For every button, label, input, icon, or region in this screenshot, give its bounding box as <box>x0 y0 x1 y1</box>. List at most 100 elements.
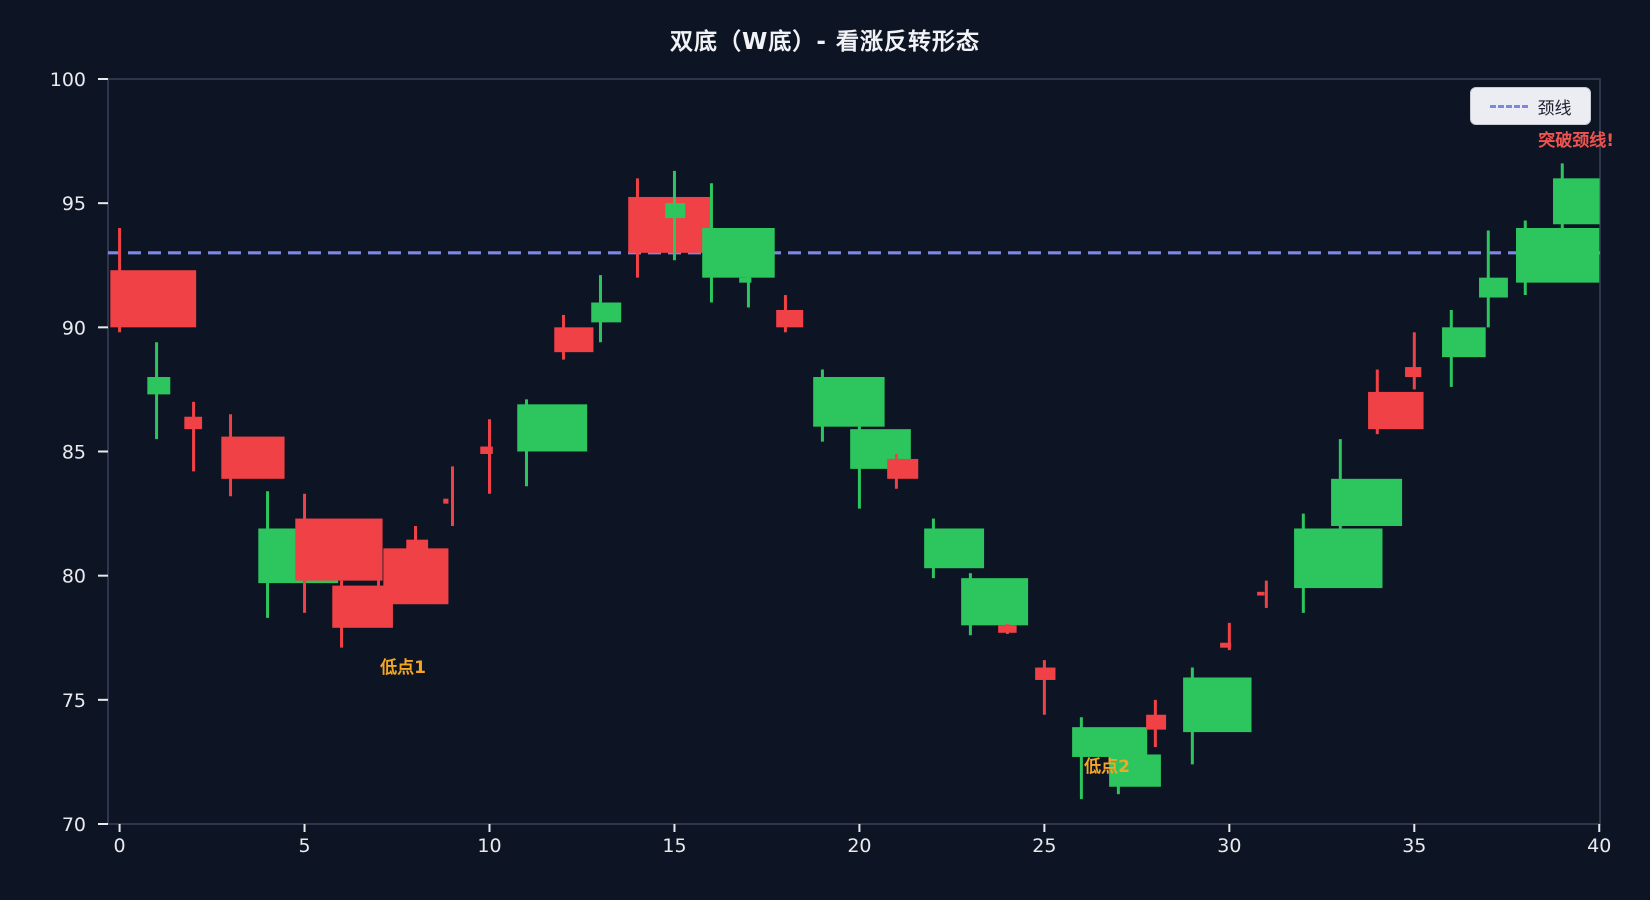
bearish-candle <box>295 493 383 613</box>
x-tick-label: 40 <box>1587 835 1611 857</box>
x-axis: 0 5 10 15 20 25 30 35 40 <box>114 824 1611 857</box>
x-tick-label: 5 <box>298 835 310 857</box>
candle-body <box>295 518 383 581</box>
x-tick-label: 25 <box>1032 835 1056 857</box>
bullish-candle <box>665 170 686 261</box>
bearish-candle <box>1257 580 1268 608</box>
bearish-candle <box>554 314 594 360</box>
bearish-candle <box>443 466 455 526</box>
candle-body <box>1368 391 1424 430</box>
candle-body <box>887 458 919 479</box>
bullish-candle <box>739 262 752 308</box>
bullish-candle <box>702 183 775 303</box>
candle-body <box>110 270 197 328</box>
candle-body <box>1516 228 1600 283</box>
y-tick-label: 75 <box>62 690 86 712</box>
bullish-candle <box>147 342 171 440</box>
x-tick-label: 20 <box>847 835 871 857</box>
bearish-candle <box>332 580 393 648</box>
bearish-candle <box>406 526 429 603</box>
bullish-candle <box>1442 309 1486 387</box>
bullish-candle <box>1553 163 1600 228</box>
y-tick-label: 90 <box>62 317 86 339</box>
candle-body <box>184 416 203 430</box>
y-axis: 70 75 80 85 90 95 100 <box>50 69 108 836</box>
bearish-candle <box>221 414 285 497</box>
neckline-legend: 颈线 <box>1470 87 1591 125</box>
candle-body <box>517 404 588 452</box>
bullish-candle <box>1109 749 1161 795</box>
bearish-candle <box>887 453 919 489</box>
candle-body <box>1072 727 1148 757</box>
candle-body <box>1331 478 1403 526</box>
x-tick-label: 10 <box>477 835 501 857</box>
chart-title: 双底（W底）- 看涨反转形态 <box>670 29 980 55</box>
bullish-candle <box>813 369 885 442</box>
bullish-candle <box>924 518 985 579</box>
candle-body <box>554 327 594 353</box>
bearish-candle <box>1035 660 1056 715</box>
candle-body <box>406 539 429 603</box>
candle-body <box>776 309 804 328</box>
candle-body <box>1109 754 1161 787</box>
candle-body <box>813 377 885 427</box>
bullish-candle <box>1072 717 1148 800</box>
candle-body <box>702 228 775 278</box>
bullish-candle <box>1294 513 1383 613</box>
bearish-candle <box>1368 369 1424 435</box>
candle-body <box>1405 367 1422 377</box>
candle-body <box>443 498 449 504</box>
bullish-candle <box>1516 220 1600 296</box>
y-tick-label: 100 <box>50 69 86 91</box>
candle-body <box>998 625 1017 633</box>
candle-body <box>591 302 622 323</box>
candle-body <box>1479 277 1508 298</box>
bearish-candle <box>776 295 804 333</box>
annotation-neckline-breakout: 突破颈线! <box>1538 131 1614 151</box>
candle-body <box>1442 327 1486 358</box>
y-tick-label: 80 <box>62 566 86 588</box>
bearish-candle <box>184 401 203 472</box>
candle-body <box>147 377 171 395</box>
x-tick-label: 15 <box>662 835 686 857</box>
candle-body <box>665 203 686 219</box>
bullish-candle <box>961 573 1029 636</box>
candle-body <box>480 446 493 454</box>
bearish-candle <box>1405 332 1422 390</box>
candles-layer <box>110 163 1600 800</box>
bearish-candle <box>1146 699 1167 748</box>
candle-body <box>1294 528 1383 589</box>
y-tick-label: 85 <box>62 442 86 464</box>
x-tick-label: 35 <box>1402 835 1426 857</box>
candle-body <box>332 585 393 628</box>
candle-body <box>961 578 1029 626</box>
bullish-candle <box>1479 230 1508 328</box>
neckline-dash-swatch <box>1489 104 1528 108</box>
candle-body <box>924 528 985 569</box>
bearish-candle <box>110 228 197 333</box>
annotation-low-point-2: 低点2 <box>1084 757 1130 777</box>
y-tick-label: 95 <box>62 193 86 215</box>
neckline-legend-label: 颈线 <box>1537 98 1572 119</box>
candle-body <box>1220 642 1232 648</box>
bullish-candle <box>591 275 622 343</box>
bearish-candle <box>628 178 711 278</box>
bullish-candle <box>1331 439 1403 539</box>
bearish-candle <box>1220 622 1232 651</box>
bearish-candle <box>480 419 493 494</box>
candle-body <box>221 436 285 479</box>
candle-body <box>739 277 752 283</box>
x-tick-label: 30 <box>1217 835 1241 857</box>
candle-body <box>1183 677 1252 733</box>
candle-body <box>1553 178 1600 225</box>
candle-body <box>1035 667 1056 680</box>
bullish-candle <box>1183 667 1252 765</box>
y-tick-label: 70 <box>62 814 86 836</box>
x-tick-label: 0 <box>114 835 126 857</box>
annotation-low-point-1: 低点1 <box>380 658 426 678</box>
bearish-candle <box>998 624 1017 635</box>
candle-body <box>1257 591 1265 596</box>
bullish-candle <box>517 399 588 487</box>
